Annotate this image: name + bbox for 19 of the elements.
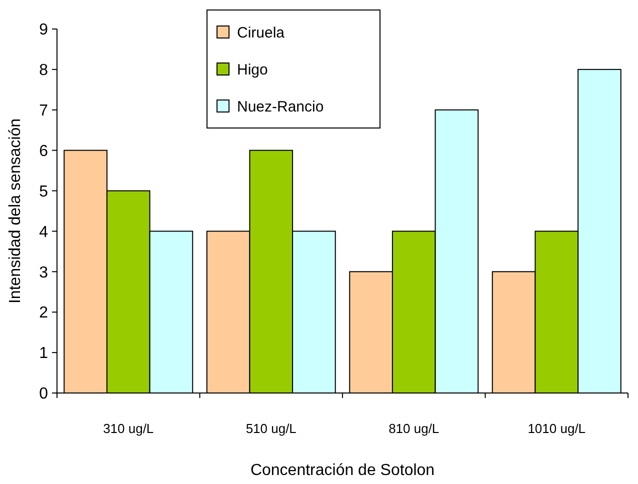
x-axis-title: Concentración de Sotolon — [250, 462, 435, 479]
x-tick-label: 1010 ug/L — [528, 421, 586, 436]
x-tick-label: 810 ug/L — [388, 421, 440, 436]
y-tick-label: 5 — [39, 183, 48, 200]
y-tick-label: 4 — [39, 224, 48, 241]
y-tick-label: 7 — [39, 102, 48, 120]
y-tick-label: 2 — [39, 304, 48, 322]
y-tick-label: 3 — [39, 264, 48, 282]
y-tick-label: 9 — [39, 22, 48, 39]
y-tick-label: 1 — [39, 345, 48, 362]
x-tick-label: 310 ug/L — [103, 421, 154, 436]
y-tick-label: 0 — [39, 386, 48, 403]
y-tick-label: 6 — [39, 142, 48, 160]
legend-label: Ciruela — [237, 24, 286, 42]
y-axis-title: Intensidad dela sensación — [7, 118, 24, 304]
legend-label: Nuez-Rancio — [237, 98, 324, 116]
x-tick-label: 510 ug/L — [246, 421, 296, 436]
y-tick-label: 8 — [39, 62, 48, 80]
legend-label: Higo — [237, 61, 268, 78]
